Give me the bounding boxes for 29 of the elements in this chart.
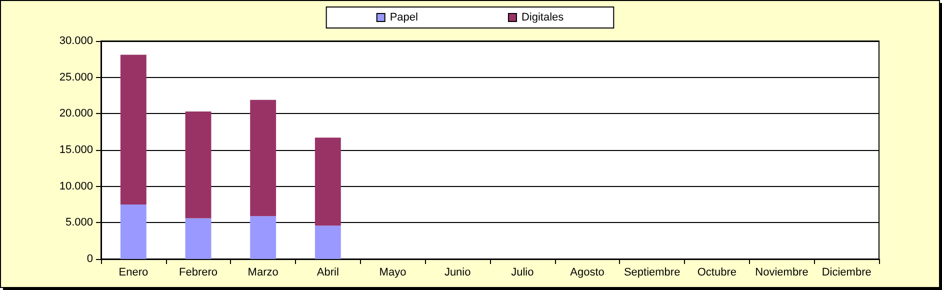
legend-label: Digitales: [521, 12, 564, 24]
y-tick-label: 0: [86, 253, 93, 265]
x-tick-label: Mayo: [379, 266, 406, 278]
bar: [185, 218, 212, 259]
y-tick-label: 5.000: [65, 216, 93, 229]
x-tick-label: Agosto: [570, 266, 604, 278]
x-tick-label: Junio: [444, 266, 471, 278]
x-tick-label: Octubre: [697, 266, 736, 278]
x-tick-label: Abril: [316, 266, 339, 278]
x-tick-label: Septiembre: [624, 266, 680, 278]
y-tick-label: 20.000: [59, 108, 93, 120]
x-tick-label: Julio: [511, 266, 534, 278]
x-tick-label: Enero: [118, 266, 148, 278]
bar: [185, 111, 212, 218]
x-tick-label: Diciembre: [822, 266, 872, 278]
bar: [314, 138, 341, 226]
legend-label: Papel: [390, 12, 418, 24]
x-tick-label: Marzo: [248, 266, 278, 278]
y-tick-label: 30.000: [59, 35, 93, 47]
bar: [120, 204, 146, 259]
x-tick-label: Febrero: [178, 266, 218, 278]
y-tick-label: 25.000: [59, 71, 93, 84]
bar: [250, 100, 276, 216]
y-tick-label: 10.000: [59, 180, 93, 192]
x-tick-label: Noviembre: [755, 266, 808, 278]
y-tick-label: 15.000: [59, 144, 93, 156]
bar: [314, 226, 341, 259]
bar: [120, 54, 146, 204]
bar: [250, 216, 276, 259]
